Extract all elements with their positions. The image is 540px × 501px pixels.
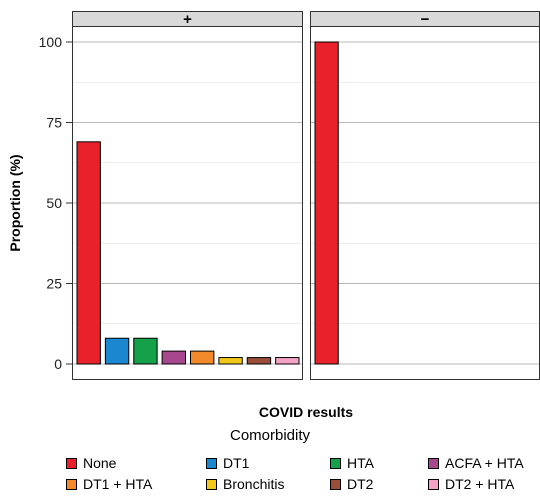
bar-positive-dt1 xyxy=(104,337,130,365)
legend-swatch xyxy=(206,478,217,490)
bar-positive-dt2 xyxy=(246,357,272,365)
bar-positive-dt1-hta xyxy=(190,350,215,365)
bar-positive-acfa-hta xyxy=(161,350,186,365)
strip-background xyxy=(72,11,303,27)
legend-item-none: None xyxy=(66,455,116,471)
y-tick-label: 0 xyxy=(54,356,62,372)
y-tick-label: 100 xyxy=(39,34,63,50)
legend-item-dt1: DT1 xyxy=(206,455,249,471)
legend-label: Bronchitis xyxy=(223,476,285,492)
legend-swatch xyxy=(428,478,439,490)
legend-item-dt2: DT2 xyxy=(330,476,373,492)
legend-item-dt2-hta: DT2 + HTA xyxy=(428,476,514,492)
legend-title: Comorbidity xyxy=(229,427,311,444)
legend-label: DT2 xyxy=(347,476,374,492)
legend-swatch xyxy=(330,457,341,469)
legend-label: DT1 xyxy=(223,455,250,471)
legend-swatch xyxy=(66,478,77,490)
legend-item-dt1-hta: DT1 + HTA xyxy=(66,476,152,492)
y-tick-label: 25 xyxy=(46,276,62,292)
legend-label: DT1 + HTA xyxy=(83,476,153,492)
strip-label: − xyxy=(421,11,430,28)
bar-positive-none xyxy=(76,141,101,365)
legend-label: DT2 + HTA xyxy=(445,476,515,492)
y-tick-label: 50 xyxy=(46,195,62,211)
legend-item-hta: HTA xyxy=(330,455,374,471)
legend-label: None xyxy=(83,455,117,471)
bar-positive-bronchitis xyxy=(218,357,243,365)
legend: Comorbidity None DT1 HTA ACFA + HTA DT1 + HT… xyxy=(0,427,540,501)
legend-swatch xyxy=(206,457,217,469)
legend-swatch xyxy=(330,478,341,490)
x-axis-title: COVID results xyxy=(259,404,353,420)
chart: 0 25 50 75 100 Proportion (%) COVID results + − xyxy=(7,11,540,420)
legend-swatch xyxy=(66,457,77,469)
legend-label: ACFA + HTA xyxy=(445,455,524,471)
y-axis-title: Proportion (%) xyxy=(7,154,23,251)
legend-label: HTA xyxy=(347,455,374,471)
y-tick-label: 75 xyxy=(46,115,62,131)
strip-label: + xyxy=(183,11,192,28)
bar-positive-hta xyxy=(133,337,158,365)
bar-negative-none xyxy=(314,41,339,365)
bar-positive-dt2-hta xyxy=(275,357,300,365)
legend-item-acfa-hta: ACFA + HTA xyxy=(428,455,524,471)
legend-item-bronchitis: Bronchitis xyxy=(206,476,284,492)
legend-swatch xyxy=(428,457,439,469)
